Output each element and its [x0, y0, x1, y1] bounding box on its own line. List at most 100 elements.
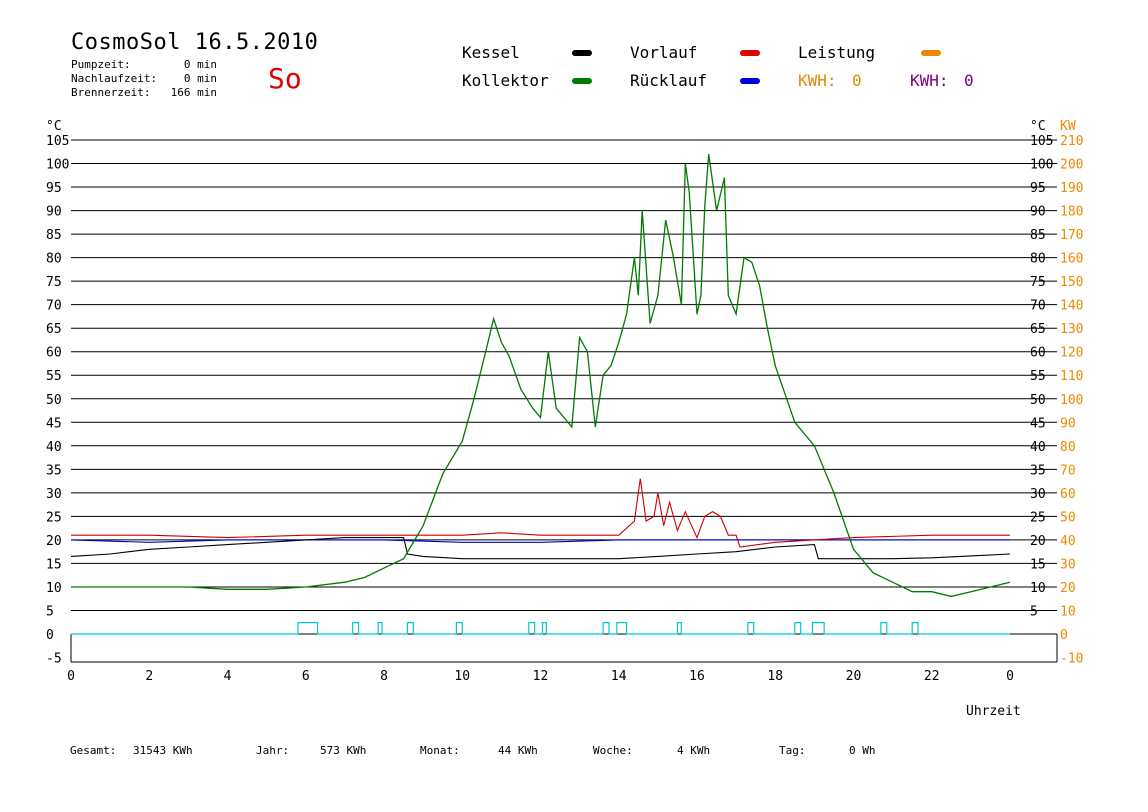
y2-tick-label: 80 — [1060, 440, 1076, 455]
x-axis-title: Uhrzeit — [966, 704, 1021, 719]
series-pumpe — [71, 621, 1010, 635]
y2-tick-label: 30 — [1060, 557, 1076, 572]
y-tick-label: 35 — [46, 463, 62, 478]
x-tick-label: 22 — [924, 669, 940, 684]
legend-kwh2-label: KWH: — [910, 71, 949, 90]
y-tick-label: -5 — [46, 652, 62, 667]
legend-kessel-swatch — [572, 50, 592, 56]
legend-vorlauf-swatch — [740, 50, 760, 56]
series-kollektor — [71, 154, 1011, 598]
legend-kwh1-label: KWH: — [798, 71, 837, 90]
x-tick-label: 8 — [380, 669, 388, 684]
weekday-label: So — [268, 62, 302, 95]
y2-tick-label: 0 — [1060, 628, 1068, 643]
year-label: Jahr: — [256, 744, 290, 757]
legend-kessel: Kessel — [462, 43, 520, 62]
y2-tick-label: -10 — [1060, 652, 1083, 667]
y-tick-label: 60 — [46, 346, 62, 361]
y-tick-label: 10 — [46, 581, 62, 596]
series-kessel — [70, 537, 1011, 560]
month-value: 44 KWh — [498, 744, 538, 757]
legend-leistung-swatch — [921, 50, 941, 56]
y-right-tick-label: 35 — [1030, 463, 1046, 478]
y-right-tick-label: 55 — [1030, 369, 1046, 384]
y-tick-label: 30 — [46, 487, 62, 502]
y-right-tick-label: 50 — [1030, 393, 1046, 408]
legend-kollektor: Kollektor — [462, 71, 549, 90]
total-label: Gesamt: — [70, 744, 117, 757]
x-tick-label: 0 — [1006, 669, 1014, 684]
y2-tick-label: 190 — [1060, 181, 1083, 196]
y2-tick-label: 130 — [1060, 322, 1083, 337]
y-tick-label: 45 — [46, 416, 62, 431]
y-right-tick-label: 5 — [1030, 604, 1038, 619]
y-tick-label: 100 — [46, 158, 69, 173]
day-total-label: Tag: — [779, 744, 806, 757]
series-ruecklauf — [70, 539, 1010, 543]
y-unit-right: °C — [1030, 119, 1046, 134]
burner-time-label: Brennerzeit: — [71, 86, 151, 99]
x-tick-label: 14 — [611, 669, 627, 684]
y-tick-label: 40 — [46, 440, 62, 455]
y-right-tick-label: 65 — [1030, 322, 1046, 337]
week-value: 4 KWh — [677, 744, 711, 757]
y-unit-left: °C — [46, 119, 62, 134]
legend-ruecklauf: Rücklauf — [630, 71, 708, 90]
run-time-label: Nachlaufzeit: — [71, 72, 158, 85]
y-right-tick-label: 70 — [1030, 299, 1046, 314]
y-right-tick-label: 85 — [1030, 228, 1046, 243]
y-tick-label: 25 — [46, 510, 62, 525]
y2-tick-label: 110 — [1060, 369, 1083, 384]
year-value: 573 KWh — [320, 744, 367, 757]
y-tick-label: 75 — [46, 275, 62, 290]
y-right-tick-label: 40 — [1030, 440, 1046, 455]
y2-tick-label: 100 — [1060, 393, 1083, 408]
x-tick-label: 12 — [533, 669, 549, 684]
x-tick-label: 16 — [689, 669, 705, 684]
y-tick-label: 80 — [46, 252, 62, 267]
y-right-tick-label: 15 — [1030, 557, 1046, 572]
x-tick-label: 20 — [846, 669, 862, 684]
y-right-tick-label: 45 — [1030, 416, 1046, 431]
legend-ruecklauf-swatch — [740, 78, 760, 84]
y2-tick-label: 10 — [1060, 604, 1076, 619]
legend-vorlauf: Vorlauf — [630, 43, 698, 62]
x-tick-label: 6 — [302, 669, 310, 684]
y2-tick-label: 60 — [1060, 487, 1076, 502]
y2-tick-label: 140 — [1060, 299, 1083, 314]
y-right-tick-label: 90 — [1030, 205, 1046, 220]
legend-kollektor-swatch — [572, 78, 592, 84]
pump-time-value: 0 min — [183, 58, 217, 71]
y-right-tick-label: 25 — [1030, 510, 1046, 525]
y2-tick-label: 210 — [1060, 134, 1083, 149]
series-layer — [70, 154, 1011, 635]
y2-unit: KW — [1060, 119, 1076, 134]
y-right-tick-label: 60 — [1030, 346, 1046, 361]
y-tick-label: 105 — [46, 134, 69, 149]
y-right-tick-label: 100 — [1030, 158, 1053, 173]
y-right-tick-label: 10 — [1030, 581, 1046, 596]
legend-kwh2-value: 0 — [964, 71, 974, 90]
y2-tick-label: 200 — [1060, 158, 1083, 173]
chart-title: CosmoSol 16.5.2010 — [71, 30, 319, 55]
x-tick-label: 0 — [67, 669, 75, 684]
legend-leistung: Leistung — [798, 43, 876, 62]
y-right-tick-label: 95 — [1030, 181, 1046, 196]
y2-tick-label: 180 — [1060, 205, 1083, 220]
pump-time-label: Pumpzeit: — [71, 58, 131, 71]
y-tick-label: 90 — [46, 205, 62, 220]
y2-tick-label: 160 — [1060, 252, 1083, 267]
x-tick-label: 10 — [454, 669, 470, 684]
series-vorlauf — [71, 478, 1010, 548]
month-label: Monat: — [420, 744, 460, 757]
y2-tick-label: 120 — [1060, 346, 1083, 361]
week-label: Woche: — [593, 744, 633, 757]
y-tick-label: 95 — [46, 181, 62, 196]
y-right-tick-label: 75 — [1030, 275, 1046, 290]
y-tick-label: 0 — [46, 628, 54, 643]
y-tick-label: 65 — [46, 322, 62, 337]
x-tick-label: 4 — [224, 669, 232, 684]
legend-kwh1-value: 0 — [852, 71, 862, 90]
y-right-tick-label: 20 — [1030, 534, 1046, 549]
